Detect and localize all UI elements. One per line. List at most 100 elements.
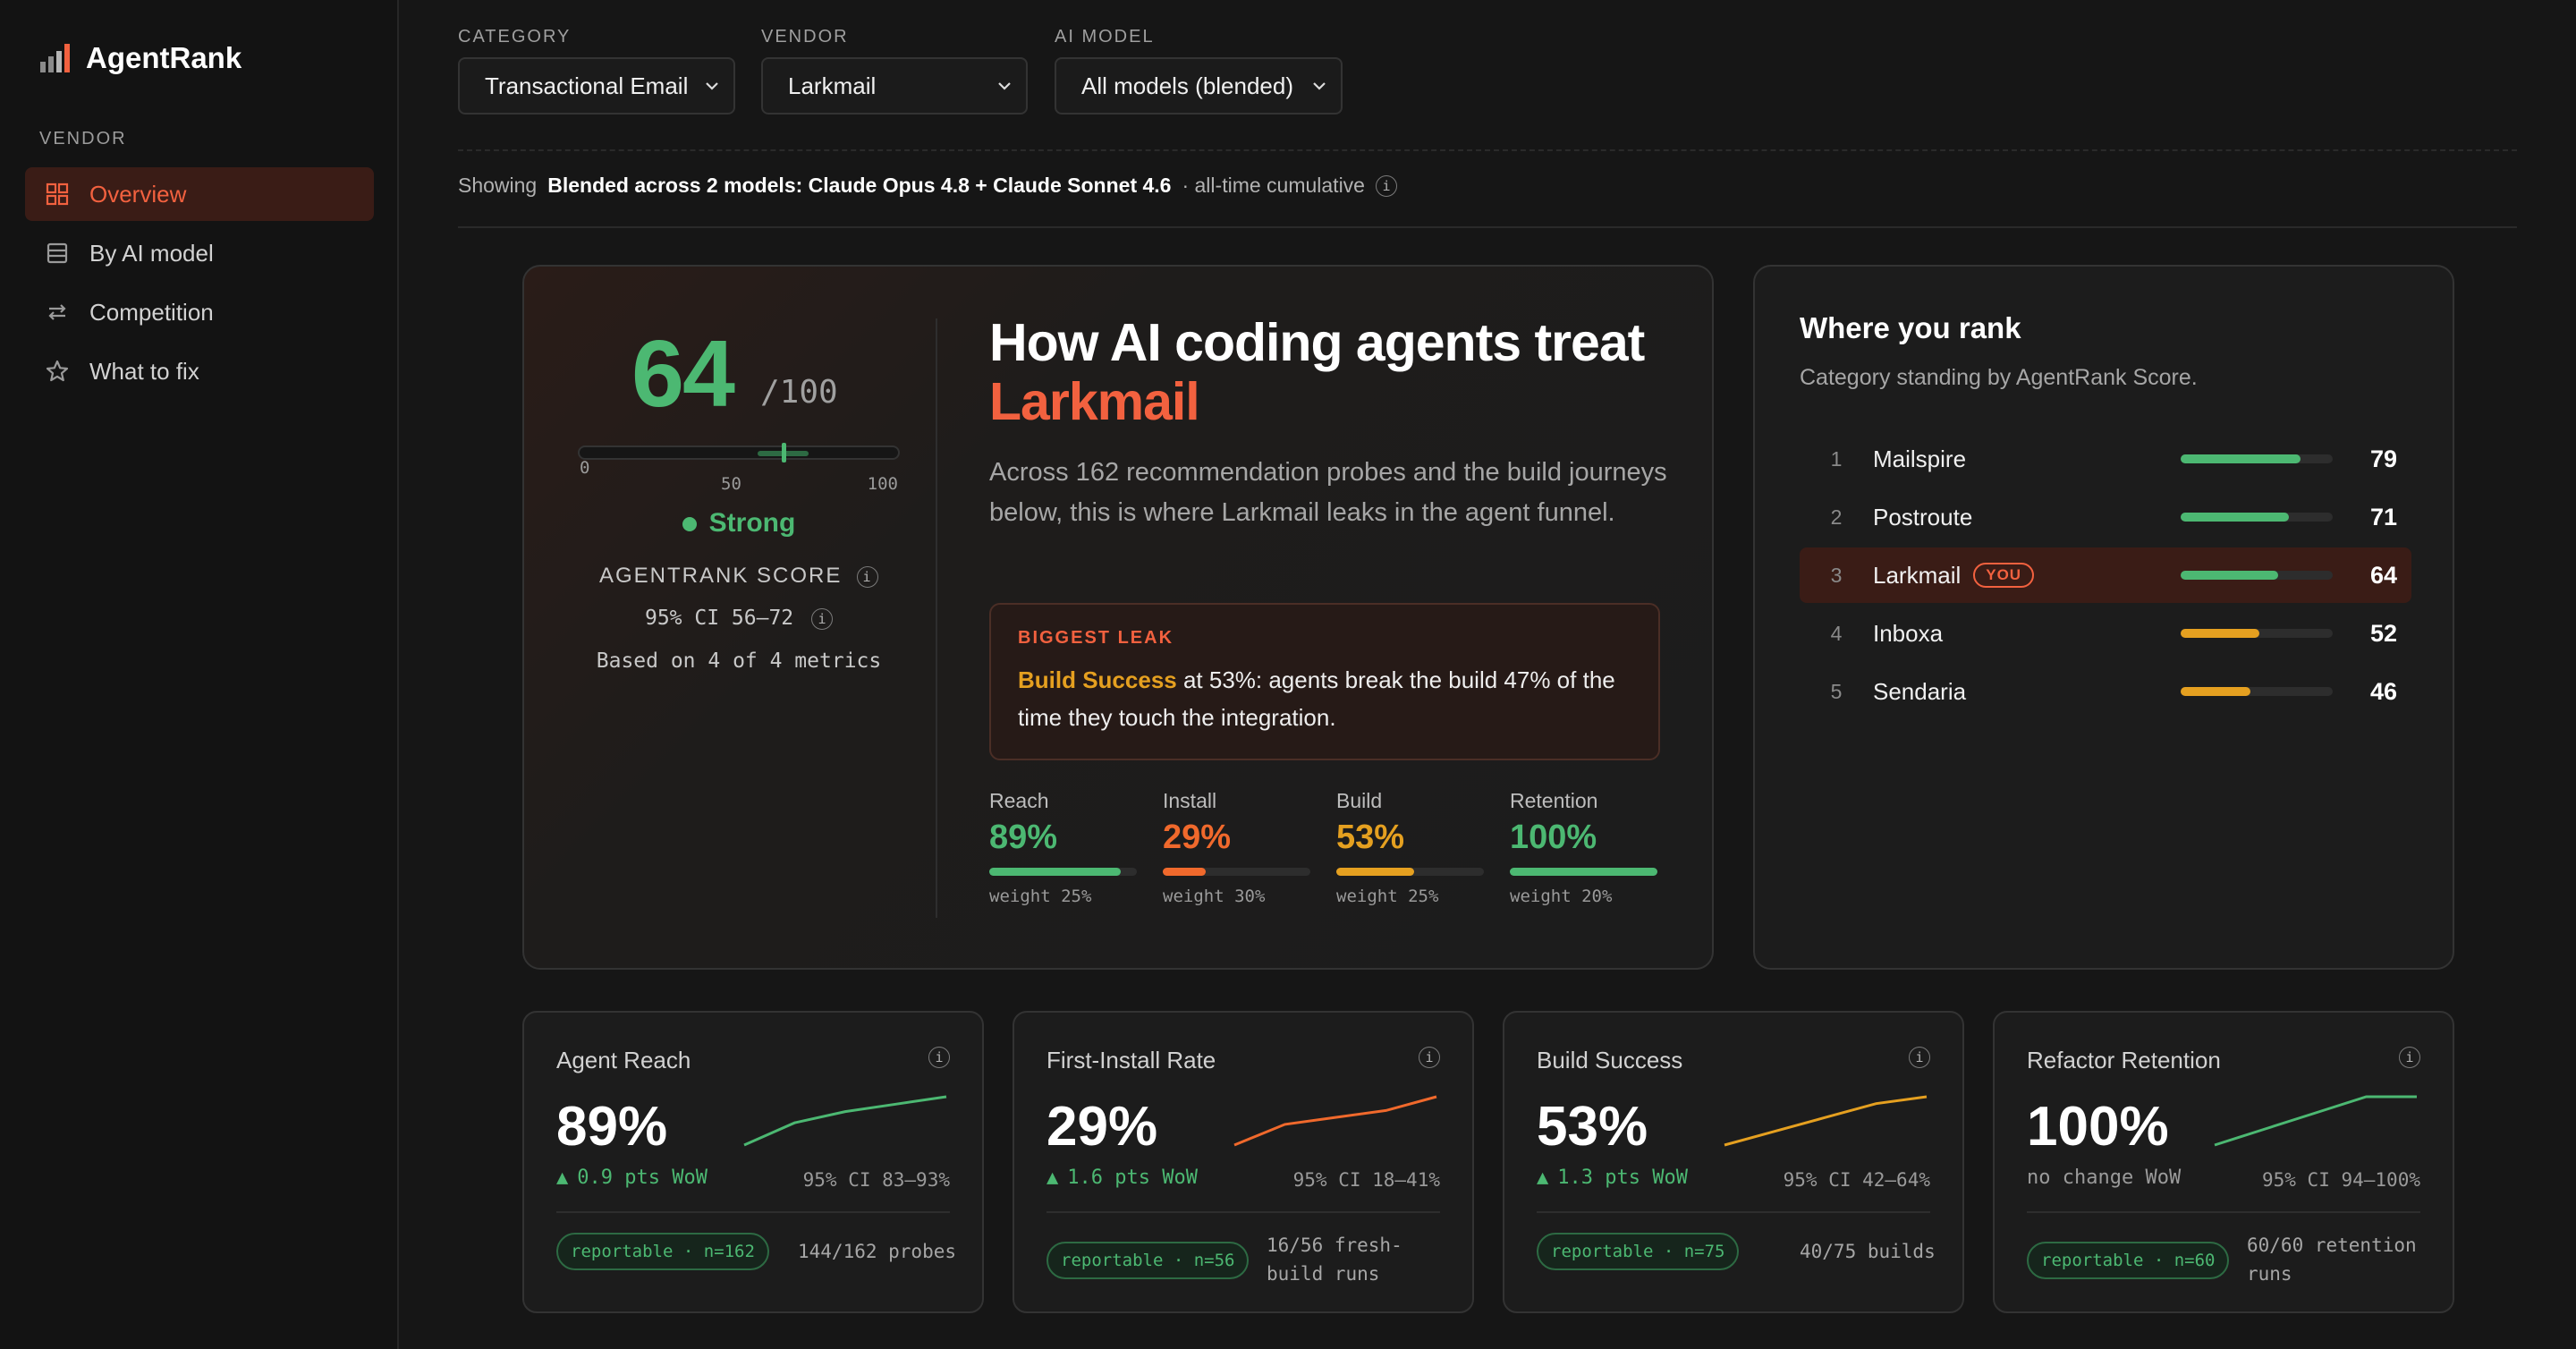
sparkline-line [2214,1095,2417,1147]
rating-label: Strong [708,508,796,538]
metric-value: 29% [1163,819,1232,856]
trend-up-icon: ▲ [1046,1167,1059,1189]
sample-count: 16/56 fresh- build runs [1267,1231,1402,1288]
sidebar-item-what-to-fix[interactable]: What to fix [25,344,374,398]
metric-label: Reach [989,789,1049,812]
metric-weight: weight 25% [1336,887,1439,906]
ranking-row-current-vendor[interactable]: 3 Larkmail YOU 64 [1800,547,2411,603]
reportable-badge: reportable · n=162 [556,1233,769,1270]
metric-card-build-success[interactable]: Build Success i 53% ▲ 1.3 pts WoW 95% CI … [1503,1011,1964,1313]
app-logo[interactable]: AgentRank [39,41,242,75]
rank-number: 1 [1830,446,1843,471]
score-bar [2181,687,2333,696]
ranking-row[interactable]: 1 Mailspire 79 [1800,431,2411,487]
info-icon[interactable]: i [1375,174,1397,197]
tick-label: 50 [721,474,741,494]
wow-text: no change WoW [2027,1167,2182,1189]
category-value: Transactional Email [485,72,689,99]
info-icon[interactable]: i [857,565,879,588]
funnel-metric-install: Install 29% weight 30% [1163,789,1310,906]
sample-count: 60/60 retention runs [2247,1231,2417,1288]
score-range-track: 0 50 100 [578,443,900,494]
vendor-score: 71 [2369,503,2397,530]
ranking-row[interactable]: 2 Postroute 71 [1800,489,2411,545]
sparkline-line [743,1095,947,1147]
vendor-score: 52 [2369,619,2397,647]
score-bar-fill [2181,629,2260,638]
info-icon[interactable]: i [928,1047,950,1068]
metric-value: 89% [989,819,1058,856]
you-badge: YOU [1973,563,2035,588]
sidebar-item-by-ai-model[interactable]: By AI model [25,226,374,280]
card-ci: 95% CI 83–93% [802,1169,950,1191]
info-icon[interactable]: i [811,607,834,630]
list-icon [47,242,68,264]
metric-card-agent-reach[interactable]: Agent Reach i 89% ▲ 0.9 pts WoW 95% CI 83… [522,1011,984,1313]
leak-metric: Build Success [1018,666,1177,693]
status-dot [682,517,697,532]
reportable-badge: reportable · n=60 [2027,1242,2230,1279]
vendor-name: Larkmail [1873,561,1962,589]
vendor-name: Postroute [1873,503,1973,530]
rank-number: 2 [1830,505,1843,529]
agentrank-score: 64 [631,321,735,427]
metric-card-refactor-retention[interactable]: Refactor Retention i 100% no change WoW … [1993,1011,2454,1313]
page-title: How AI coding agents treat Larkmail [989,313,1645,431]
vendor-score: 64 [2369,561,2397,589]
metric-weight: weight 20% [1510,887,1613,906]
ci-row: 95% CI 56–72 i [524,607,953,630]
ranking-row[interactable]: 5 Sendaria 46 [1800,664,2411,719]
sidebar-item-label: Overview [89,180,187,208]
sample-line: 60/60 retention [2247,1234,2417,1256]
vendor-name: Inboxa [1873,619,1944,647]
info-icon[interactable]: i [1909,1047,1930,1068]
scope-summary: Showing Blended across 2 models: Claude … [458,174,1397,198]
leak-body: Build Success at 53%: agents break the b… [1018,661,1631,736]
vendor-select[interactable]: Larkmail [761,57,1028,115]
sample-count: 40/75 builds [1800,1237,1936,1266]
info-icon[interactable]: i [2399,1047,2420,1068]
sparkline [2214,1095,2417,1147]
category-select[interactable]: Transactional Email [458,57,735,115]
card-ci: 95% CI 18–41% [1292,1169,1440,1191]
score-label-row: AGENTRANK SCORE i [524,564,953,589]
arrows-swap-icon [48,304,66,320]
sample-line: 16/56 fresh- [1267,1234,1402,1256]
chevron-down-icon [1313,82,1326,90]
card-ci: 95% CI 42–64% [1783,1169,1930,1191]
ranking-card: Where you rank Category standing by Agen… [1753,265,2454,970]
hero-description: Across 162 recommendation probes and the… [989,458,1667,527]
metric-bar-fill [1510,868,1657,876]
ranking-subtitle: Category standing by AgentRank Score. [1800,365,2198,390]
divider [936,318,937,918]
ranking-row[interactable]: 4 Inboxa 52 [1800,606,2411,661]
ranking-title: Where you rank [1800,311,2021,344]
score-bar [2181,454,2333,463]
bar-chart-icon [40,44,70,72]
ai-model-select[interactable]: All models (blended) [1055,57,1343,115]
wow-change: no change WoW [2027,1167,2181,1189]
vendor-score: 46 [2369,677,2397,705]
divider [556,1211,950,1213]
metric-weight: weight 25% [989,887,1092,906]
score-bar [2181,513,2333,522]
leak-title: BIGGEST LEAK [1018,628,1174,648]
metric-bar [1510,868,1657,876]
sidebar-item-overview[interactable]: Overview [25,167,374,221]
metric-card-first-install-rate[interactable]: First-Install Rate i 29% ▲ 1.6 pts WoW 95… [1013,1011,1474,1313]
chevron-down-icon [998,82,1011,90]
divider [458,226,2517,228]
sample-line: runs [2247,1263,2292,1285]
score-bar-fill [2181,571,2278,580]
sparkline [1233,1095,1437,1147]
reportable-badge: reportable · n=75 [1537,1233,1740,1270]
sample-line: build runs [1267,1263,1380,1285]
reportable-badge: reportable · n=56 [1046,1242,1250,1279]
card-ci: 95% CI 94–100% [2261,1169,2420,1191]
info-icon[interactable]: i [1419,1047,1440,1068]
sidebar-item-competition[interactable]: Competition [25,285,374,339]
card-value: 100% [2027,1096,2169,1158]
main-content: CATEGORY Transactional Email VENDOR Lark… [401,0,2576,1349]
rating-badge: Strong [524,508,953,539]
sparkline-line [1233,1095,1437,1147]
